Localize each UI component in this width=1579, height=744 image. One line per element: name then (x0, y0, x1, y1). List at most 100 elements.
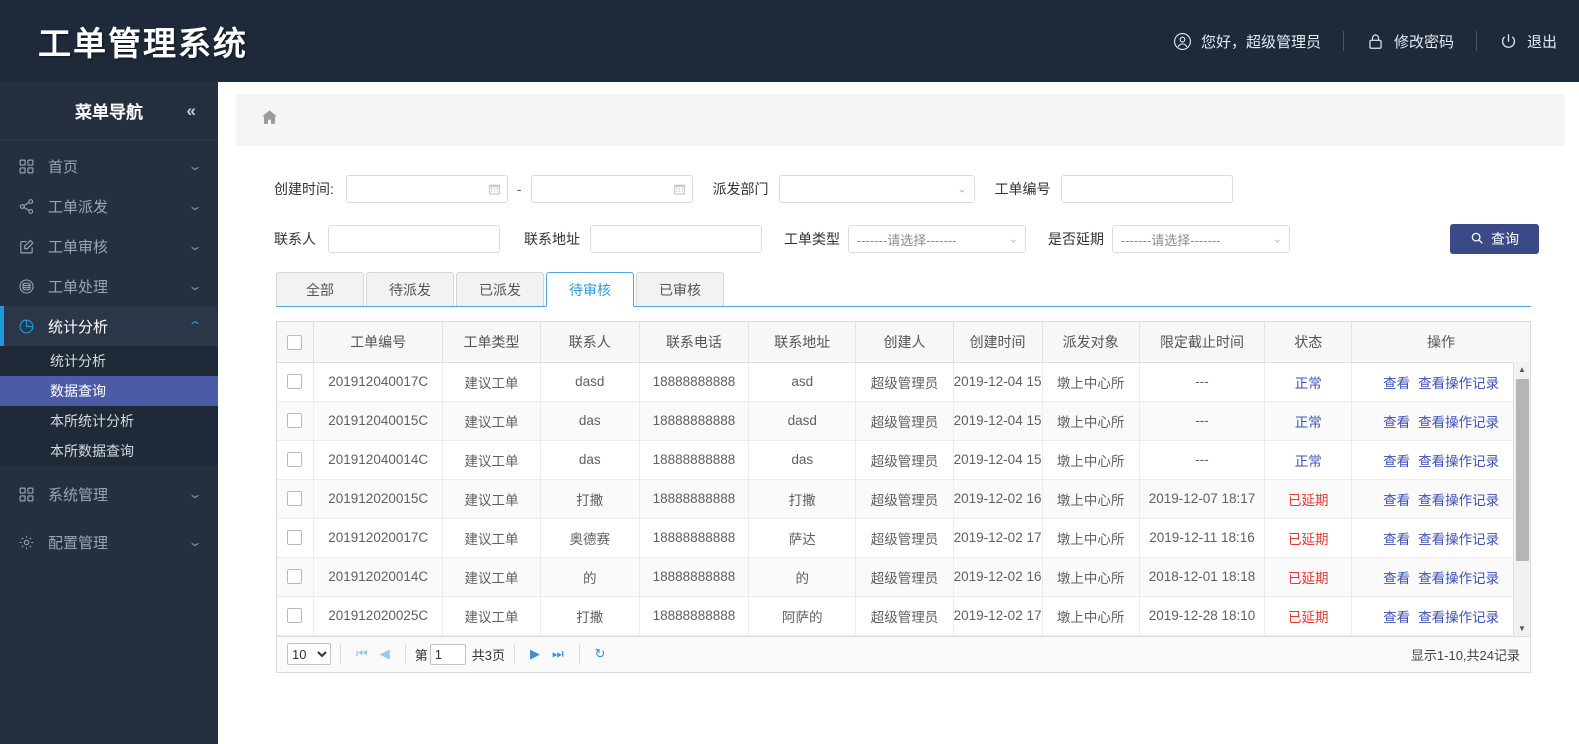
col-contact[interactable]: 联系人 (540, 322, 640, 363)
col-address[interactable]: 联系地址 (748, 322, 857, 363)
order-no-input[interactable] (1060, 175, 1233, 203)
row-checkbox[interactable] (287, 491, 303, 507)
sidebar-item-config[interactable]: 配置管理 ⌄ (0, 522, 218, 562)
tab-label: 待审核 (569, 281, 611, 298)
order-no-label: 工单编号 (994, 181, 1051, 197)
tab-pending-dispatch[interactable]: 待派发 (366, 272, 454, 306)
query-button[interactable]: 查询 (1450, 224, 1539, 254)
dispatch-dept-select[interactable] (778, 175, 975, 203)
table-row[interactable]: 201912020017C 建议工单 奥德赛 18888888888 萨达 超级管理员 20… (277, 518, 1530, 558)
delayed-select[interactable] (1112, 225, 1290, 253)
page-prefix-label: 第 (414, 647, 428, 663)
scrollbar-thumb[interactable] (1516, 379, 1529, 561)
view-link[interactable]: 查看 (1383, 531, 1411, 547)
tab-all[interactable]: 全部 (276, 272, 364, 306)
row-checkbox[interactable] (287, 374, 303, 390)
view-log-link[interactable]: 查看操作记录 (1418, 492, 1500, 508)
select-all-checkbox[interactable] (287, 335, 303, 351)
scroll-down-arrow-icon[interactable]: ▼ (1518, 624, 1526, 633)
col-dispatch-target[interactable]: 派发对象 (1042, 322, 1140, 363)
create-time-from-wrap (345, 175, 508, 203)
cell-creator: 超级管理员 (855, 557, 954, 597)
sidebar-item-dispatch[interactable]: 工单派发 ⌄ (0, 186, 218, 226)
order-type-wrap: ⌄ (848, 225, 1026, 253)
submenu-item-local-statistics[interactable]: 本所统计分析 (0, 406, 218, 436)
table-row[interactable]: 201912020014C 建议工单的 18888888888 的超级管理员 2019-… (277, 557, 1530, 597)
col-creator[interactable]: 创建人 (855, 322, 954, 363)
page-size-select[interactable]: 102050100 (287, 643, 331, 665)
user-greeting[interactable]: 您好，超级管理员 (1173, 31, 1321, 52)
cell-address: dasd (748, 401, 857, 441)
row-checkbox-cell[interactable] (277, 401, 314, 441)
logout-button[interactable]: 退出 (1499, 31, 1557, 52)
view-link[interactable]: 查看 (1383, 492, 1411, 508)
row-checkbox-cell[interactable] (277, 362, 314, 402)
view-log-link[interactable]: 查看操作记录 (1418, 414, 1500, 430)
col-created-time[interactable]: 创建时间 (953, 322, 1043, 363)
view-link[interactable]: 查看 (1383, 609, 1411, 625)
col-phone[interactable]: 联系电话 (639, 322, 750, 363)
col-deadline[interactable]: 限定截止时间 (1139, 322, 1266, 363)
tab-dispatched[interactable]: 已派发 (456, 272, 544, 306)
row-checkbox-cell[interactable] (277, 596, 314, 636)
sidebar-item-review[interactable]: 工单审核 ⌄ (0, 226, 218, 266)
order-type-select[interactable] (848, 225, 1026, 253)
collapse-sidebar-button[interactable]: « (186, 100, 196, 120)
submenu-item-statistics-analysis[interactable]: 统计分析 (0, 346, 218, 376)
view-log-link[interactable]: 查看操作记录 (1418, 570, 1500, 586)
col-order-no[interactable]: 工单编号 (313, 322, 444, 363)
row-checkbox[interactable] (287, 569, 303, 585)
row-checkbox-cell[interactable] (277, 557, 314, 597)
table-row[interactable]: 201912020025C 建议工单 打撒 18888888888 阿萨的 超级管理员 20… (277, 596, 1530, 636)
first-page-icon[interactable]: ⏮ (356, 646, 368, 661)
next-page-icon[interactable]: ▶ (529, 646, 540, 661)
row-checkbox[interactable] (287, 530, 303, 546)
view-link[interactable]: 查看 (1383, 414, 1411, 430)
change-password-button[interactable]: 修改密码 (1366, 31, 1454, 52)
address-input[interactable] (590, 225, 762, 253)
tab-reviewed[interactable]: 已审核 (636, 272, 724, 306)
row-checkbox-cell[interactable] (277, 440, 314, 480)
view-log-link[interactable]: 查看操作记录 (1418, 531, 1500, 547)
delayed-wrap: ⌄ (1112, 225, 1290, 253)
contact-label: 联系人 (274, 231, 316, 247)
row-checkbox[interactable] (287, 452, 303, 468)
create-time-to-input[interactable] (530, 175, 693, 203)
col-actions[interactable]: 操作 (1351, 322, 1530, 363)
contact-input[interactable] (328, 225, 500, 253)
table-row[interactable]: 201912040014C 建议工单 das 18888888888 das 超级管理员 2… (277, 440, 1530, 480)
col-order-type[interactable]: 工单类型 (442, 322, 541, 363)
submenu-item-data-query[interactable]: 数据查询 (0, 376, 218, 406)
view-link[interactable]: 查看 (1383, 453, 1411, 469)
prev-page-icon[interactable]: ◀ (379, 646, 390, 661)
table-row[interactable]: 201912040017C 建议工单 dasd 18888888888 asd 超级管理员… (277, 362, 1530, 402)
view-link[interactable]: 查看 (1383, 570, 1411, 586)
grid-icon (18, 486, 40, 503)
tab-pending-review[interactable]: 待审核 (546, 272, 634, 307)
greeting-text: 您好，超级管理员 (1200, 33, 1321, 51)
row-checkbox-cell[interactable] (277, 518, 314, 558)
view-log-link[interactable]: 查看操作记录 (1418, 453, 1500, 469)
search-icon (1470, 231, 1484, 248)
col-status[interactable]: 状态 (1264, 322, 1353, 363)
last-page-icon[interactable]: ⏭ (551, 646, 564, 661)
view-log-link[interactable]: 查看操作记录 (1418, 609, 1500, 625)
create-time-from-input[interactable] (345, 175, 508, 203)
sidebar-item-statistics[interactable]: 统计分析 ⌃ (0, 306, 218, 346)
table-row[interactable]: 201912040015C 建议工单 das 18888888888 dasd 超级管理员… (277, 401, 1530, 441)
scroll-up-arrow-icon[interactable]: ▲ (1518, 365, 1526, 374)
refresh-icon[interactable]: ↻ (594, 646, 606, 661)
sidebar-item-system[interactable]: 系统管理 ⌄ (0, 474, 218, 514)
submenu-item-local-data-query[interactable]: 本所数据查询 (0, 436, 218, 466)
sidebar-item-process[interactable]: 工单处理 ⌄ (0, 266, 218, 306)
page-number-input[interactable] (429, 643, 466, 665)
home-icon[interactable] (260, 108, 279, 132)
row-checkbox-cell[interactable] (277, 479, 314, 519)
sidebar-item-home[interactable]: 首页 ⌄ (0, 146, 218, 186)
row-checkbox[interactable] (287, 608, 303, 624)
view-link[interactable]: 查看 (1383, 375, 1411, 391)
table-vertical-scrollbar[interactable]: ▲ ▼ (1513, 362, 1530, 636)
table-row[interactable]: 201912020015C 建议工单 打撒 18888888888 打撒 超级管理员 201… (277, 479, 1530, 519)
view-log-link[interactable]: 查看操作记录 (1418, 375, 1500, 391)
row-checkbox[interactable] (287, 413, 303, 429)
